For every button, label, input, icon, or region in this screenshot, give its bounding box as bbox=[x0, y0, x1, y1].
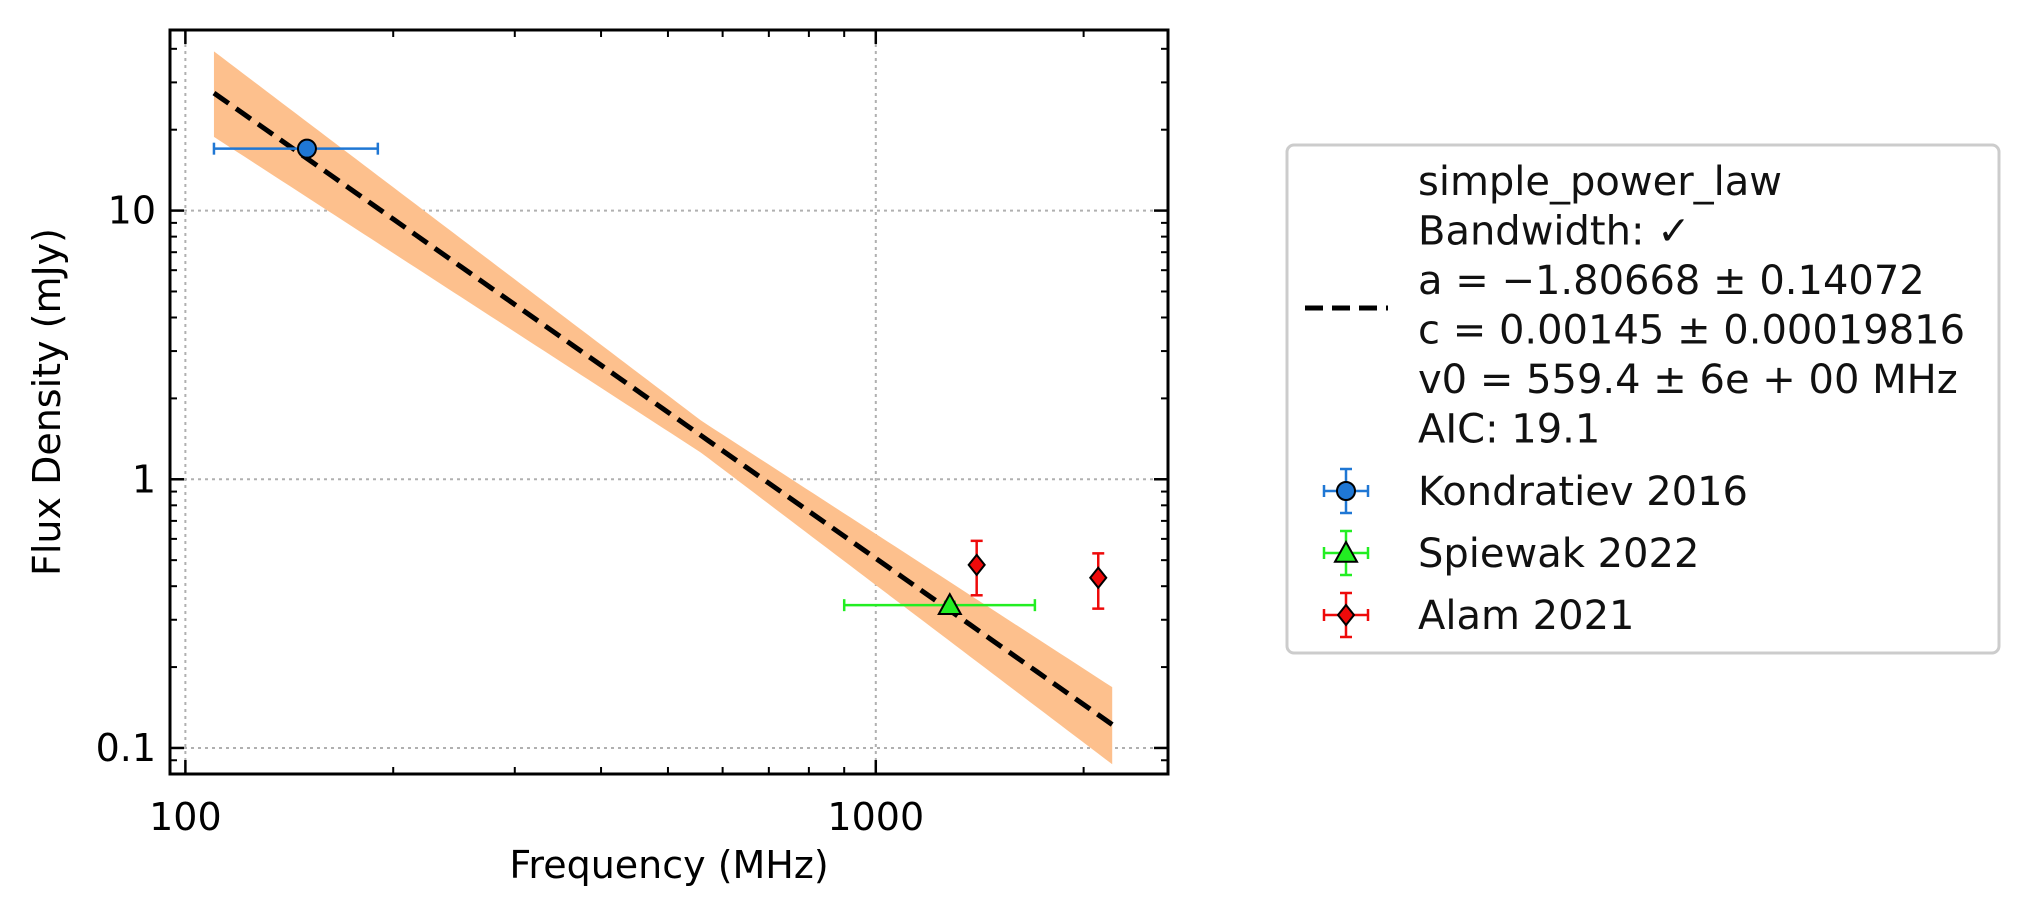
legend-entry: Kondratiev 2016 bbox=[1322, 467, 1748, 515]
tick-labels: 100 1000 0.1 1 10 bbox=[96, 189, 925, 839]
legend-marker bbox=[1336, 603, 1356, 627]
y-axis-label: Flux Density (mJy) bbox=[25, 228, 69, 576]
x-axis-label: Frequency (MHz) bbox=[509, 843, 828, 887]
legend-box bbox=[1285, 143, 2001, 655]
data-point bbox=[1088, 552, 1108, 610]
data-points bbox=[212, 138, 1108, 615]
y-tick-label: 1 bbox=[132, 457, 156, 501]
legend-label: Spiewak 2022 bbox=[1418, 531, 1699, 577]
legend-entry: Alam 2021 bbox=[1322, 591, 1634, 639]
data-marker bbox=[967, 553, 986, 577]
legend-label: Alam 2021 bbox=[1418, 593, 1634, 639]
legend-fit-line-text: AIC: 19.1 bbox=[1418, 407, 1600, 453]
plot-frame bbox=[168, 28, 1170, 776]
data-point bbox=[212, 138, 380, 159]
x-tick-label: 1000 bbox=[827, 795, 924, 839]
legend-fit-line-text: simple_power_law bbox=[1418, 159, 1782, 205]
legend-fit-line-text: v0 = 559.4 ± 6e + 00 MHz bbox=[1418, 357, 1958, 403]
fit-line bbox=[212, 90, 1114, 727]
axis-ticks bbox=[170, 30, 1168, 774]
legend-marker bbox=[1333, 539, 1359, 563]
data-marker bbox=[296, 138, 317, 159]
legend-entry: Spiewak 2022 bbox=[1322, 529, 1699, 577]
y-tick-label: 10 bbox=[108, 189, 156, 233]
legend-fit-line-text: a = −1.80668 ± 0.14072 bbox=[1418, 258, 1925, 304]
data-marker bbox=[1088, 566, 1108, 590]
fit-line-group bbox=[212, 90, 1114, 727]
data-marker bbox=[937, 592, 963, 615]
y-tick-label: 0.1 bbox=[96, 726, 156, 770]
grid bbox=[170, 30, 1168, 774]
legend-label: Kondratiev 2016 bbox=[1418, 469, 1748, 515]
legend-fit-line-text: Bandwidth: ✓ bbox=[1418, 209, 1691, 255]
data-point bbox=[842, 592, 1037, 615]
data-point bbox=[967, 539, 986, 597]
legend-fit-line-text: c = 0.00145 ± 0.00019816 bbox=[1418, 308, 1965, 354]
legend-marker bbox=[1336, 481, 1356, 501]
x-tick-label: 100 bbox=[149, 795, 222, 839]
